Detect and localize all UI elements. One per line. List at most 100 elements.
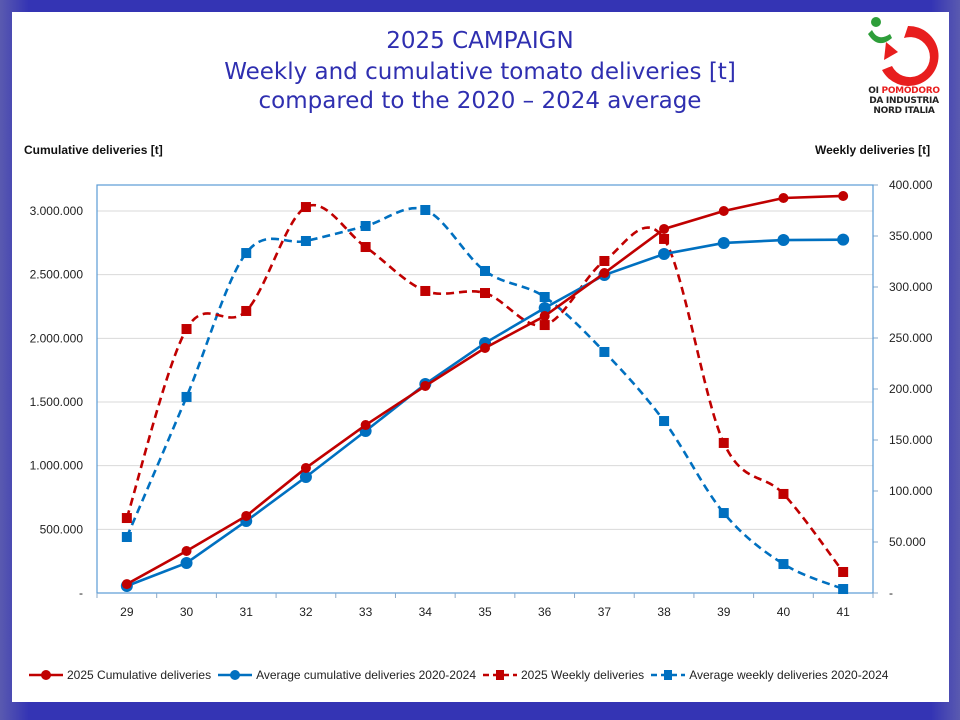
y2-tick-label: 350.000	[889, 229, 933, 243]
data-point-2025-weekly-deliveries	[599, 255, 610, 266]
x-tick-label: 30	[180, 605, 194, 619]
chart-legend: 2025 Cumulative deliveries Average cumula…	[28, 668, 894, 682]
data-point-average-weekly-deliveries-2020-2024	[599, 346, 610, 357]
data-point-average-weekly-deliveries-2020-2024	[360, 221, 371, 232]
y-tick-label: 3.000.000	[30, 204, 84, 218]
x-tick-label: 39	[717, 605, 731, 619]
plot-area-border	[96, 184, 874, 594]
data-point-2025-weekly-deliveries	[539, 320, 550, 331]
data-point-average-weekly-deliveries-2020-2024	[241, 248, 252, 259]
chart-title-line1: 2025 CAMPAIGN	[386, 28, 574, 54]
oi-pomodoro-logo-icon	[868, 17, 939, 86]
legend-label: Average weekly deliveries 2020-2024	[689, 668, 889, 682]
right-axis-title: Weekly deliveries [t]	[815, 143, 931, 157]
data-point-average-weekly-deliveries-2020-2024	[420, 204, 431, 215]
data-point-2025-cumulative-deliveries	[778, 193, 789, 204]
x-tick-label: 31	[240, 605, 254, 619]
data-point-2025-cumulative-deliveries	[241, 510, 252, 521]
y2-tick-label: 200.000	[889, 382, 933, 396]
data-point-average-cumulative-deliveries-2020-2024	[717, 236, 730, 249]
data-point-2025-weekly-deliveries	[659, 233, 670, 244]
x-tick-label: 32	[299, 605, 313, 619]
legend-item: Average cumulative deliveries 2020-2024	[217, 668, 476, 682]
y-tick-label: 2.500.000	[30, 268, 84, 282]
x-tick-label: 36	[538, 605, 552, 619]
data-point-average-weekly-deliveries-2020-2024	[659, 416, 670, 427]
x-tick-label: 33	[359, 605, 373, 619]
legend-label: 2025 Weekly deliveries	[521, 668, 645, 682]
data-point-2025-cumulative-deliveries	[420, 380, 431, 391]
x-tick-label: 29	[120, 605, 134, 619]
data-point-2025-cumulative-deliveries	[360, 420, 371, 431]
data-point-2025-cumulative-deliveries	[599, 268, 610, 279]
series-line-2025-weekly-deliveries	[125, 203, 845, 573]
data-point-average-cumulative-deliveries-2020-2024	[180, 556, 193, 569]
chart-title-line3: compared to the 2020 – 2024 average	[258, 88, 702, 114]
legend-line-circle-icon	[29, 670, 63, 680]
y2-tick-label: 300.000	[889, 280, 933, 294]
logo-line2: DA INDUSTRIA	[869, 96, 939, 106]
x-tick-label: 37	[598, 605, 612, 619]
x-tick-label: 40	[777, 605, 791, 619]
logo-line3: NORD ITALIA	[873, 106, 935, 116]
left-axis-title: Cumulative deliveries [t]	[24, 143, 163, 157]
chart-title-line2: Weekly and cumulative tomato deliveries …	[224, 59, 736, 85]
data-point-2025-cumulative-deliveries	[480, 343, 490, 354]
data-point-average-weekly-deliveries-2020-2024	[539, 291, 550, 302]
data-point-2025-weekly-deliveries	[241, 305, 252, 316]
data-point-average-cumulative-deliveries-2020-2024	[777, 234, 790, 247]
y-tick-label: 500.000	[40, 522, 84, 536]
data-point-average-weekly-deliveries-2020-2024	[300, 235, 311, 246]
data-point-average-cumulative-deliveries-2020-2024	[837, 233, 850, 246]
series-line-average-weekly-deliveries-2020-2024	[125, 207, 844, 591]
y2-tick-label: 400.000	[889, 178, 933, 192]
logo-text: OI POMODORO DA INDUSTRIA NORD ITALIA	[862, 86, 946, 116]
data-point-2025-weekly-deliveries	[360, 242, 371, 253]
data-point-average-weekly-deliveries-2020-2024	[121, 532, 132, 543]
x-tick-label: 35	[478, 605, 492, 619]
x-tick-label: 38	[657, 605, 671, 619]
data-point-2025-weekly-deliveries	[121, 513, 132, 524]
data-point-2025-weekly-deliveries	[420, 285, 431, 296]
data-point-2025-weekly-deliveries	[718, 437, 729, 448]
legend-dash-square-icon	[483, 670, 517, 680]
data-point-2025-cumulative-deliveries	[539, 311, 550, 322]
data-point-2025-weekly-deliveries	[300, 202, 311, 213]
data-point-average-cumulative-deliveries-2020-2024	[658, 248, 671, 261]
y2-tick-label: 50.000	[889, 535, 926, 549]
legend-line-circle-icon	[218, 670, 253, 680]
data-point-2025-cumulative-deliveries	[659, 223, 670, 234]
data-point-2025-cumulative-deliveries	[300, 462, 311, 473]
slide-panel	[12, 12, 949, 702]
logo-oi: OI	[868, 86, 882, 96]
data-point-2025-cumulative-deliveries	[718, 206, 729, 216]
data-point-average-weekly-deliveries-2020-2024	[778, 559, 789, 570]
y-tick-label: -	[79, 586, 83, 600]
y-tick-label: 1.500.000	[30, 395, 84, 409]
y-tick-label: 2.000.000	[30, 331, 84, 345]
data-point-2025-cumulative-deliveries	[838, 190, 849, 201]
y2-tick-label: 150.000	[889, 433, 933, 447]
x-tick-label: 34	[419, 605, 433, 619]
data-point-average-weekly-deliveries-2020-2024	[718, 508, 729, 519]
data-point-2025-weekly-deliveries	[778, 488, 789, 499]
legend-item: Average weekly deliveries 2020-2024	[650, 668, 888, 682]
x-tick-label: 41	[836, 605, 850, 619]
data-point-average-cumulative-deliveries-2020-2024	[299, 470, 312, 483]
logo-pomodoro: POMODORO	[881, 86, 940, 96]
legend-dash-square-icon	[651, 670, 686, 680]
data-point-average-weekly-deliveries-2020-2024	[838, 584, 849, 595]
y2-tick-label: -	[889, 586, 893, 600]
data-point-2025-weekly-deliveries	[181, 324, 192, 335]
legend-label: 2025 Cumulative deliveries	[67, 668, 212, 682]
legend-item: 2025 Cumulative deliveries	[28, 668, 211, 682]
legend-item: 2025 Weekly deliveries	[482, 668, 644, 682]
data-point-2025-cumulative-deliveries	[181, 545, 192, 556]
data-point-2025-weekly-deliveries	[838, 566, 849, 577]
y2-tick-label: 100.000	[889, 484, 933, 498]
data-point-average-weekly-deliveries-2020-2024	[480, 265, 490, 276]
legend-label: Average cumulative deliveries 2020-2024	[256, 668, 476, 682]
data-point-2025-cumulative-deliveries	[121, 579, 132, 590]
y2-tick-label: 250.000	[889, 331, 933, 345]
